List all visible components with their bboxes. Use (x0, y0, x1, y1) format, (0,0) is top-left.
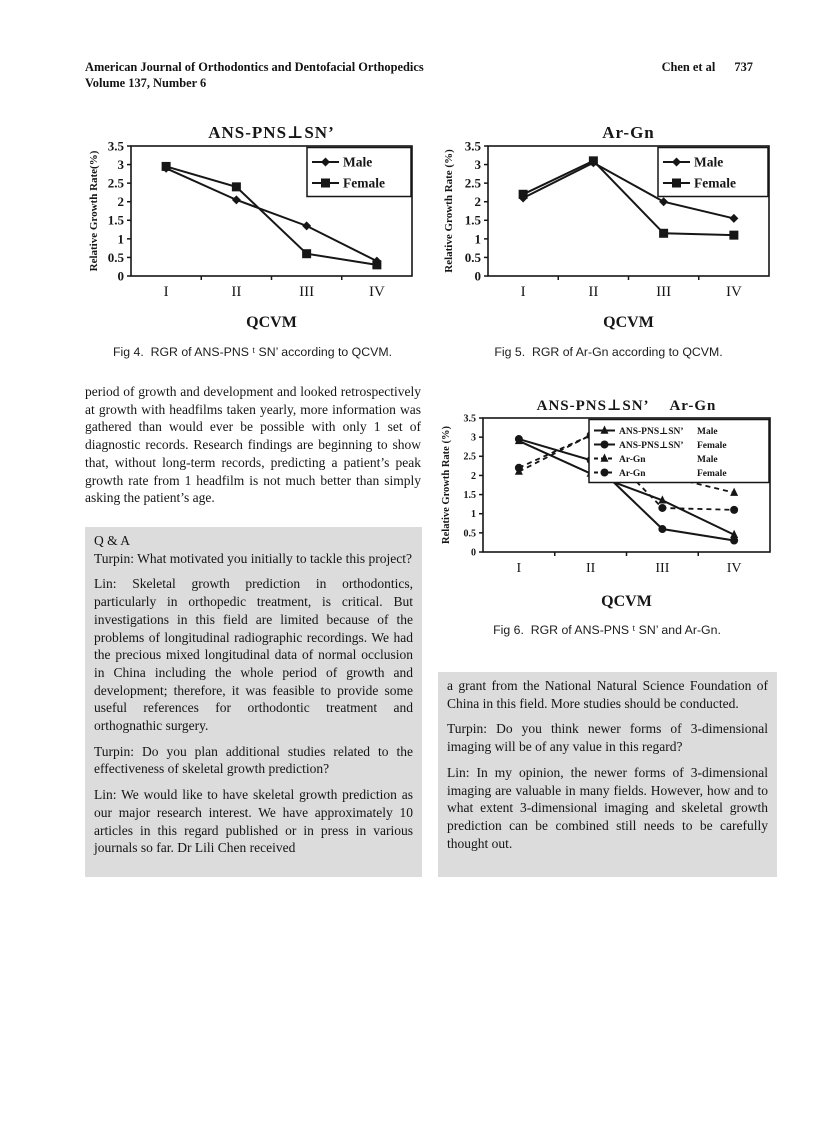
svg-text:QCVM: QCVM (603, 314, 654, 331)
svg-text:III: III (299, 284, 314, 300)
svg-text:ANS-PNS⊥SN’ Ar-Gn: ANS-PNS⊥SN’ Ar-Gn (537, 398, 717, 414)
svg-text:IV: IV (726, 284, 742, 300)
fig6-line-chart: ANS-PNS⊥SN’ Ar-Gn 0 0.5 1 1.5 2 2.5 3 3.5 I II III I… (437, 388, 777, 612)
svg-text:3.5: 3.5 (465, 138, 482, 153)
fig5-line-chart: Ar-Gn 0 0.5 1 1.5 2 2.5 3 3.5 I II III IV QCVM Relativ… (440, 120, 777, 333)
svg-text:1: 1 (118, 231, 125, 246)
svg-text:III: III (655, 561, 669, 576)
svg-text:ANS-PNS⊥SN’: ANS-PNS⊥SN’ (619, 441, 684, 451)
svg-text:2.5: 2.5 (108, 176, 125, 191)
svg-text:II: II (588, 284, 598, 300)
svg-text:Female: Female (697, 441, 727, 451)
svg-text:QCVM: QCVM (246, 314, 297, 331)
svg-text:II: II (586, 561, 596, 576)
svg-text:IV: IV (369, 284, 385, 300)
svg-text:Male: Male (343, 155, 372, 170)
journal-volume: Volume 137, Number 6 (85, 75, 207, 90)
svg-text:0.5: 0.5 (464, 528, 477, 539)
body-paragraph: period of growth and development and loo… (85, 384, 421, 506)
svg-text:0: 0 (471, 547, 476, 558)
svg-text:3: 3 (475, 157, 482, 172)
page-number: 737 (734, 60, 753, 74)
svg-text:Female: Female (694, 176, 736, 191)
qa-paragraph: Turpin: What motivated you initially to … (94, 550, 412, 566)
svg-text:0.5: 0.5 (465, 250, 482, 265)
svg-text:Ar-Gn: Ar-Gn (619, 469, 646, 479)
svg-text:Male: Male (697, 455, 718, 465)
svg-text:3.5: 3.5 (108, 138, 125, 153)
svg-text:Relative Growth Rate (%): Relative Growth Rate (%) (443, 149, 455, 273)
svg-text:I: I (521, 284, 526, 300)
svg-text:I: I (164, 284, 169, 300)
svg-text:Ar-Gn: Ar-Gn (602, 123, 655, 142)
svg-text:1.5: 1.5 (108, 213, 125, 228)
svg-text:ANS-PNS⊥SN’: ANS-PNS⊥SN’ (208, 123, 335, 142)
qa-paragraph: Lin: We would like to have skeletal grow… (94, 787, 413, 856)
svg-text:2: 2 (475, 194, 482, 209)
svg-text:3.5: 3.5 (464, 413, 477, 424)
svg-text:QCVM: QCVM (601, 593, 652, 610)
qa-paragraph: Turpin: Do you think newer forms of 3-di… (447, 721, 768, 755)
qa-paragraph: a grant from the National Natural Scienc… (447, 678, 768, 711)
svg-text:Relative Growth Rate(%): Relative Growth Rate(%) (88, 150, 100, 271)
qa-heading: Q & A (94, 533, 131, 548)
fig4-line-chart: ANS-PNS⊥SN’ 0 0.5 1 1.5 2 2.5 3 3.5 I II III IV QCVM R… (85, 120, 420, 333)
svg-text:1: 1 (475, 231, 482, 246)
qa-paragraph: Lin: In my opinion, the newer forms of 3… (447, 764, 768, 851)
fig6-caption: Fig 6. RGR of ANS-PNS ᵗ SN’ and Ar-Gn. (493, 623, 721, 637)
svg-text:ANS-PNS⊥SN’: ANS-PNS⊥SN’ (619, 427, 684, 437)
journal-identification: American Journal of Orthodontics and Den… (85, 60, 424, 91)
svg-text:1.5: 1.5 (465, 213, 482, 228)
running-head: Chen et al 737 (662, 60, 753, 91)
svg-text:2.5: 2.5 (464, 452, 477, 463)
svg-text:2.5: 2.5 (465, 176, 482, 191)
svg-text:II: II (231, 284, 241, 300)
svg-text:1: 1 (471, 509, 476, 520)
qa-continuation-box: a grant from the National Natural Scienc… (438, 672, 777, 877)
svg-text:0: 0 (118, 268, 125, 283)
running-head-authors: Chen et al (661, 60, 716, 74)
qa-paragraph: Lin: Skeletal growth prediction in ortho… (94, 576, 413, 734)
svg-text:3: 3 (118, 157, 125, 172)
svg-text:3: 3 (471, 433, 476, 444)
svg-text:1.5: 1.5 (464, 490, 477, 501)
svg-text:2: 2 (118, 194, 125, 209)
page-header: American Journal of Orthodontics and Den… (85, 60, 753, 91)
svg-text:0.5: 0.5 (108, 250, 125, 265)
svg-text:Relative Growth Rate (%): Relative Growth Rate (%) (441, 426, 452, 544)
svg-text:Male: Male (694, 155, 723, 170)
fig5-caption: Fig 5. RGR of Ar-Gn according to QCVM. (494, 345, 723, 359)
fig4-caption: Fig 4. RGR of ANS-PNS ᵗ SN’ according to… (112, 345, 392, 359)
svg-text:Ar-Gn: Ar-Gn (619, 455, 646, 465)
svg-text:IV: IV (727, 561, 742, 576)
svg-text:Female: Female (343, 176, 385, 191)
journal-name: American Journal of Orthodontics and Den… (85, 60, 424, 74)
svg-text:Male: Male (697, 427, 718, 437)
svg-text:0: 0 (475, 268, 482, 283)
svg-text:I: I (517, 561, 522, 576)
svg-text:2: 2 (471, 471, 476, 482)
svg-text:III: III (656, 284, 671, 300)
qa-paragraph: Turpin: Do you plan additional studies r… (94, 743, 413, 777)
svg-text:Female: Female (697, 469, 727, 479)
fig4-chart-svg: ANS-PNS⊥SN’00.511.522.533.5I II III IVQCVMR… (88, 123, 413, 331)
qa-box: Q & A Turpin: What motivated you initial… (85, 527, 422, 877)
